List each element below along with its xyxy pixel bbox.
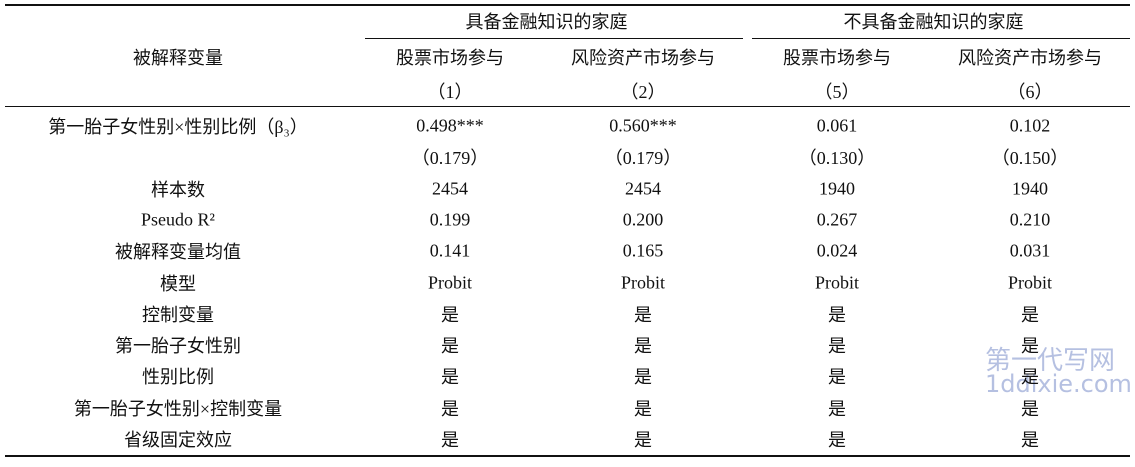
table-cell: 1940	[1012, 178, 1048, 199]
table-cell: 是	[1021, 398, 1039, 419]
table-cell: 是	[441, 304, 459, 325]
column-header: 股票市场参与	[396, 48, 504, 68]
table-cell: Probit	[814, 272, 860, 292]
table-cell: 0.200	[622, 209, 664, 230]
table-cell: 是	[634, 304, 652, 325]
column-number: （2）	[620, 82, 666, 102]
table-cell: （0.130）	[798, 148, 876, 169]
table-cell: 是	[828, 430, 846, 450]
table-cell: 2454	[432, 178, 468, 199]
table-cell: （0.150）	[991, 148, 1069, 169]
table-cell: 0.024	[816, 240, 858, 261]
table-cell: Probit	[620, 272, 666, 292]
group-header: 不具备金融知识的家庭	[843, 12, 1024, 32]
watermark-brand: 第一代写网	[985, 346, 1116, 376]
row-label: 第一胎子女性别×控制变量	[73, 398, 283, 419]
table-cell: 是	[634, 367, 652, 388]
column-number: （6）	[1007, 82, 1053, 102]
table-cell: 是	[441, 367, 459, 388]
row-label: Pseudo R²	[141, 209, 215, 230]
table-cell: 0.560***	[609, 115, 677, 136]
table-cell: 是	[441, 336, 459, 357]
table-cell: 是	[1021, 336, 1039, 357]
table-cell: 是	[828, 398, 846, 419]
row-label: 被解释变量均值	[115, 242, 241, 263]
watermark-url: 1ddixie.com	[985, 370, 1132, 398]
table-cell: 是	[1021, 304, 1039, 325]
group-header: 具备金融知识的家庭	[465, 12, 628, 32]
table-cell: 是	[634, 398, 652, 419]
table-cell: 是	[441, 430, 459, 450]
column-header: 风险资产市场参与	[958, 48, 1102, 68]
table-cell: （0.179）	[411, 148, 489, 169]
table-cell: Probit	[1007, 272, 1053, 292]
table-cell: 0.141	[429, 240, 471, 261]
table-cell: 是	[1021, 367, 1039, 388]
table-cell: Probit	[427, 272, 473, 292]
group-rule	[365, 38, 743, 39]
column-header: 风险资产市场参与	[571, 48, 715, 68]
row-label: 性别比例	[142, 367, 214, 388]
table-cell: 0.498***	[416, 115, 484, 136]
column-header: 股票市场参与	[783, 48, 891, 68]
table-cell: 0.267	[816, 209, 858, 230]
table-cell: 是	[828, 367, 846, 388]
bottom-rule	[5, 455, 1130, 457]
row-label: 第一胎子女性别×性别比例（β₃）	[48, 117, 308, 137]
group-rule	[752, 38, 1130, 39]
column-number: （5）	[814, 82, 860, 102]
row-label: 控制变量	[142, 304, 214, 325]
row-label: 第一胎子女性别	[115, 336, 241, 357]
table-cell: 是	[828, 336, 846, 357]
table-cell: 是	[634, 336, 652, 357]
table-cell: 1940	[819, 178, 855, 199]
table-cell: 是	[828, 304, 846, 325]
table-cell: 是	[441, 398, 459, 419]
table-cell: 0.165	[622, 240, 664, 261]
table-cell: 0.031	[1009, 240, 1051, 261]
header-label: 被解释变量	[133, 48, 223, 68]
table-cell: 是	[634, 430, 652, 450]
header-rule	[5, 106, 1130, 107]
table-cell: 2454	[625, 178, 661, 199]
column-number: （1）	[427, 82, 473, 102]
table-cell: 0.199	[429, 209, 471, 230]
row-label: 模型	[160, 273, 196, 294]
row-label: 省级固定效应	[124, 430, 232, 450]
table-cell: （0.179）	[604, 148, 682, 169]
table-cell: 0.102	[1009, 115, 1051, 136]
table-cell: 0.061	[816, 115, 858, 136]
table-cell: 是	[1021, 430, 1039, 450]
table-cell: 0.210	[1009, 209, 1051, 230]
top-rule	[5, 4, 1130, 6]
row-label: 样本数	[151, 179, 205, 200]
